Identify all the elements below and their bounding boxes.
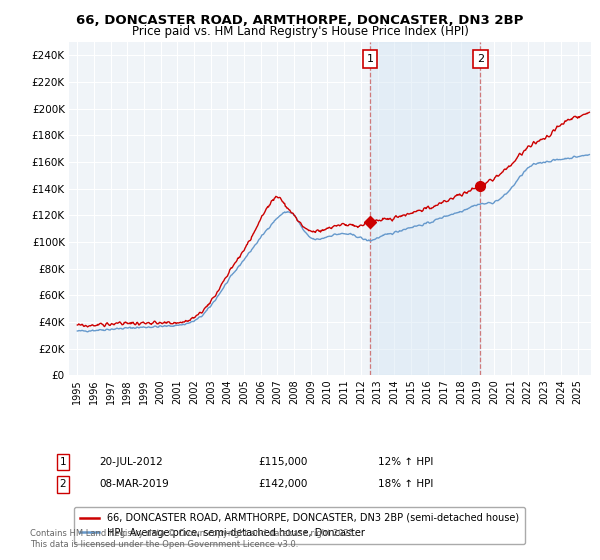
Text: 1: 1 xyxy=(59,457,67,467)
Text: 2: 2 xyxy=(477,54,484,64)
Text: 08-MAR-2019: 08-MAR-2019 xyxy=(99,479,169,489)
Text: 20-JUL-2012: 20-JUL-2012 xyxy=(99,457,163,467)
Text: 2: 2 xyxy=(59,479,67,489)
Bar xyxy=(370,42,481,375)
Text: Contains HM Land Registry data © Crown copyright and database right 2025.
This d: Contains HM Land Registry data © Crown c… xyxy=(30,529,356,549)
Text: £115,000: £115,000 xyxy=(258,457,307,467)
Text: 18% ↑ HPI: 18% ↑ HPI xyxy=(378,479,433,489)
Text: 1: 1 xyxy=(367,54,374,64)
Text: Price paid vs. HM Land Registry's House Price Index (HPI): Price paid vs. HM Land Registry's House … xyxy=(131,25,469,38)
Text: 66, DONCASTER ROAD, ARMTHORPE, DONCASTER, DN3 2BP: 66, DONCASTER ROAD, ARMTHORPE, DONCASTER… xyxy=(76,14,524,27)
Text: £142,000: £142,000 xyxy=(258,479,307,489)
Legend: 66, DONCASTER ROAD, ARMTHORPE, DONCASTER, DN3 2BP (semi-detached house), HPI: Av: 66, DONCASTER ROAD, ARMTHORPE, DONCASTER… xyxy=(74,507,525,544)
Text: 12% ↑ HPI: 12% ↑ HPI xyxy=(378,457,433,467)
